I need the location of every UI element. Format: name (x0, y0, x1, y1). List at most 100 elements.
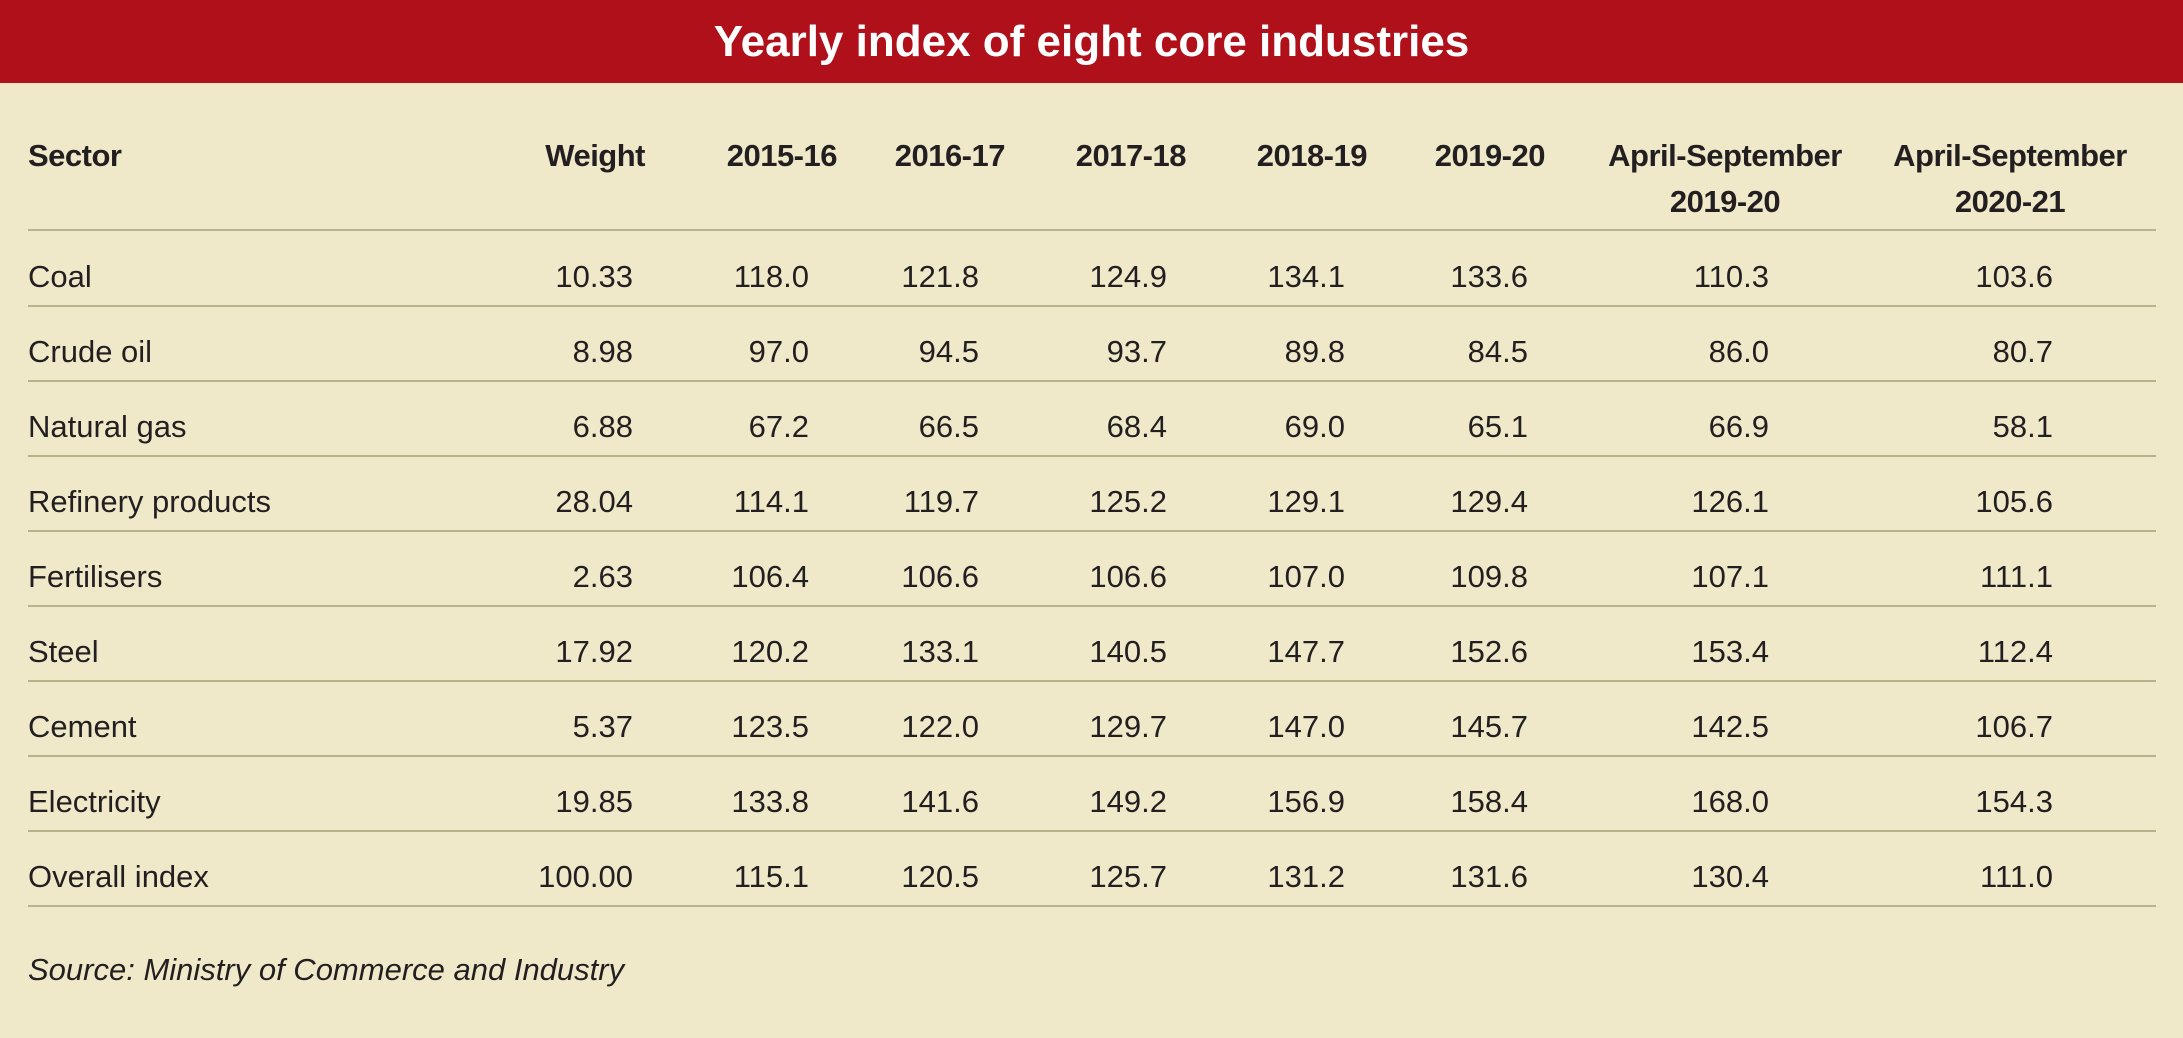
table-cell: 66.9 (1708, 409, 1769, 444)
row-rule (28, 605, 2156, 607)
row-label: Cement (28, 709, 137, 744)
table-cell: 106.6 (1089, 559, 1167, 594)
column-header: April-September 2020-21 (1893, 138, 2127, 219)
table-cell: 156.9 (1267, 784, 1345, 819)
table-cell: 141.6 (901, 784, 979, 819)
row-label: Overall index (28, 859, 209, 894)
header-rule (28, 229, 2156, 231)
table-cell: 69.0 (1284, 409, 1345, 444)
table-cell: 142.5 (1691, 709, 1769, 744)
table-cell: 120.5 (901, 859, 979, 894)
row-label: Electricity (28, 784, 161, 819)
table-cell: 129.7 (1089, 709, 1167, 744)
table-cell: 168.0 (1691, 784, 1769, 819)
table-cell: 67.2 (748, 409, 809, 444)
table-cell: 107.1 (1691, 559, 1769, 594)
table-cell: 140.5 (1089, 634, 1167, 669)
table-cell: 122.0 (901, 709, 979, 744)
table-cell: 68.4 (1106, 409, 1167, 444)
column-header: Sector (28, 138, 122, 173)
table-cell: 107.0 (1267, 559, 1345, 594)
table-cell: 97.0 (748, 334, 809, 369)
table-cell: 94.5 (918, 334, 979, 369)
column-header: 2017-18 (1075, 138, 1187, 173)
table-cell: 134.1 (1267, 259, 1345, 294)
row-rule (28, 455, 2156, 457)
table-cell: 5.37 (572, 709, 633, 744)
table-cell: 89.8 (1284, 334, 1345, 369)
table-cell: 118.0 (733, 259, 809, 294)
column-header: 2019-20 (1434, 138, 1546, 173)
row-rule (28, 680, 2156, 682)
source-note: Source: Ministry of Commerce and Industr… (28, 952, 625, 987)
title-bar (0, 0, 2183, 83)
table-cell: 111.0 (1980, 859, 2053, 894)
table-cell: 10.33 (555, 259, 633, 294)
table-cell: 106.4 (731, 559, 809, 594)
row-label: Coal (28, 259, 92, 294)
table-cell: 17.92 (555, 634, 633, 669)
row-rule (28, 755, 2156, 757)
table-cell: 123.5 (731, 709, 809, 744)
table-cell: 65.1 (1467, 409, 1528, 444)
table-cell: 86.0 (1708, 334, 1769, 369)
table-cell: 154.3 (1975, 784, 2053, 819)
table-cell: 112.4 (1977, 634, 2053, 669)
table-cell: 58.1 (1992, 409, 2053, 444)
table-cell: 131.6 (1450, 859, 1528, 894)
table-cell: 129.1 (1267, 484, 1345, 519)
column-header: 2015-16 (726, 138, 838, 173)
row-label: Refinery products (28, 484, 271, 519)
table-cell: 120.2 (731, 634, 809, 669)
table-cell: 152.6 (1450, 634, 1528, 669)
table-cell: 2.63 (572, 559, 633, 594)
table-cell: 129.4 (1450, 484, 1528, 519)
table-cell: 158.4 (1450, 784, 1528, 819)
table-cell: 124.9 (1089, 259, 1167, 294)
row-label: Natural gas (28, 409, 187, 444)
table-cell: 133.8 (731, 784, 809, 819)
column-header: 2016-17 (894, 138, 1006, 173)
row-rule (28, 905, 2156, 907)
table-cell: 115.1 (733, 859, 809, 894)
table-cell: 133.1 (901, 634, 979, 669)
table-cell: 131.2 (1267, 859, 1345, 894)
table-cell: 145.7 (1450, 709, 1528, 744)
table-cell: 100.00 (538, 859, 633, 894)
table-cell: 109.8 (1450, 559, 1528, 594)
table-cell: 147.0 (1267, 709, 1345, 744)
table-cell: 130.4 (1691, 859, 1769, 894)
table-cell: 133.6 (1450, 259, 1528, 294)
table-cell: 80.7 (1992, 334, 2053, 369)
title: Yearly index of eight core industries (713, 17, 1470, 66)
table-cell: 106.6 (901, 559, 979, 594)
table-cell: 147.7 (1267, 634, 1345, 669)
table-cell: 66.5 (918, 409, 979, 444)
row-rule (28, 830, 2156, 832)
table-cell: 84.5 (1467, 334, 1528, 369)
table-cell: 119.7 (903, 484, 979, 519)
column-header: April-September 2019-20 (1608, 138, 1842, 219)
table-cell: 6.88 (572, 409, 633, 444)
table-cell: 110.3 (1693, 259, 1769, 294)
table-cell: 125.2 (1089, 484, 1167, 519)
row-label: Crude oil (28, 334, 153, 369)
table-cell: 126.1 (1691, 484, 1769, 519)
table-cell: 19.85 (555, 784, 633, 819)
table-cell: 8.98 (572, 334, 633, 369)
table-cell: 153.4 (1691, 634, 1769, 669)
table-cell: 125.7 (1089, 859, 1167, 894)
column-header: Weight (545, 138, 645, 173)
table-cell: 103.6 (1975, 259, 2053, 294)
table-cell: 111.1 (1980, 559, 2053, 594)
column-header: 2018-19 (1256, 138, 1368, 173)
table-cell: 93.7 (1106, 334, 1167, 369)
table-cell: 121.8 (901, 259, 979, 294)
table-cell: 149.2 (1089, 784, 1167, 819)
row-rule (28, 380, 2156, 382)
row-rule (28, 305, 2156, 307)
table-cell: 105.6 (1975, 484, 2053, 519)
table-cell: 28.04 (555, 484, 633, 519)
row-label: Steel (28, 634, 99, 669)
